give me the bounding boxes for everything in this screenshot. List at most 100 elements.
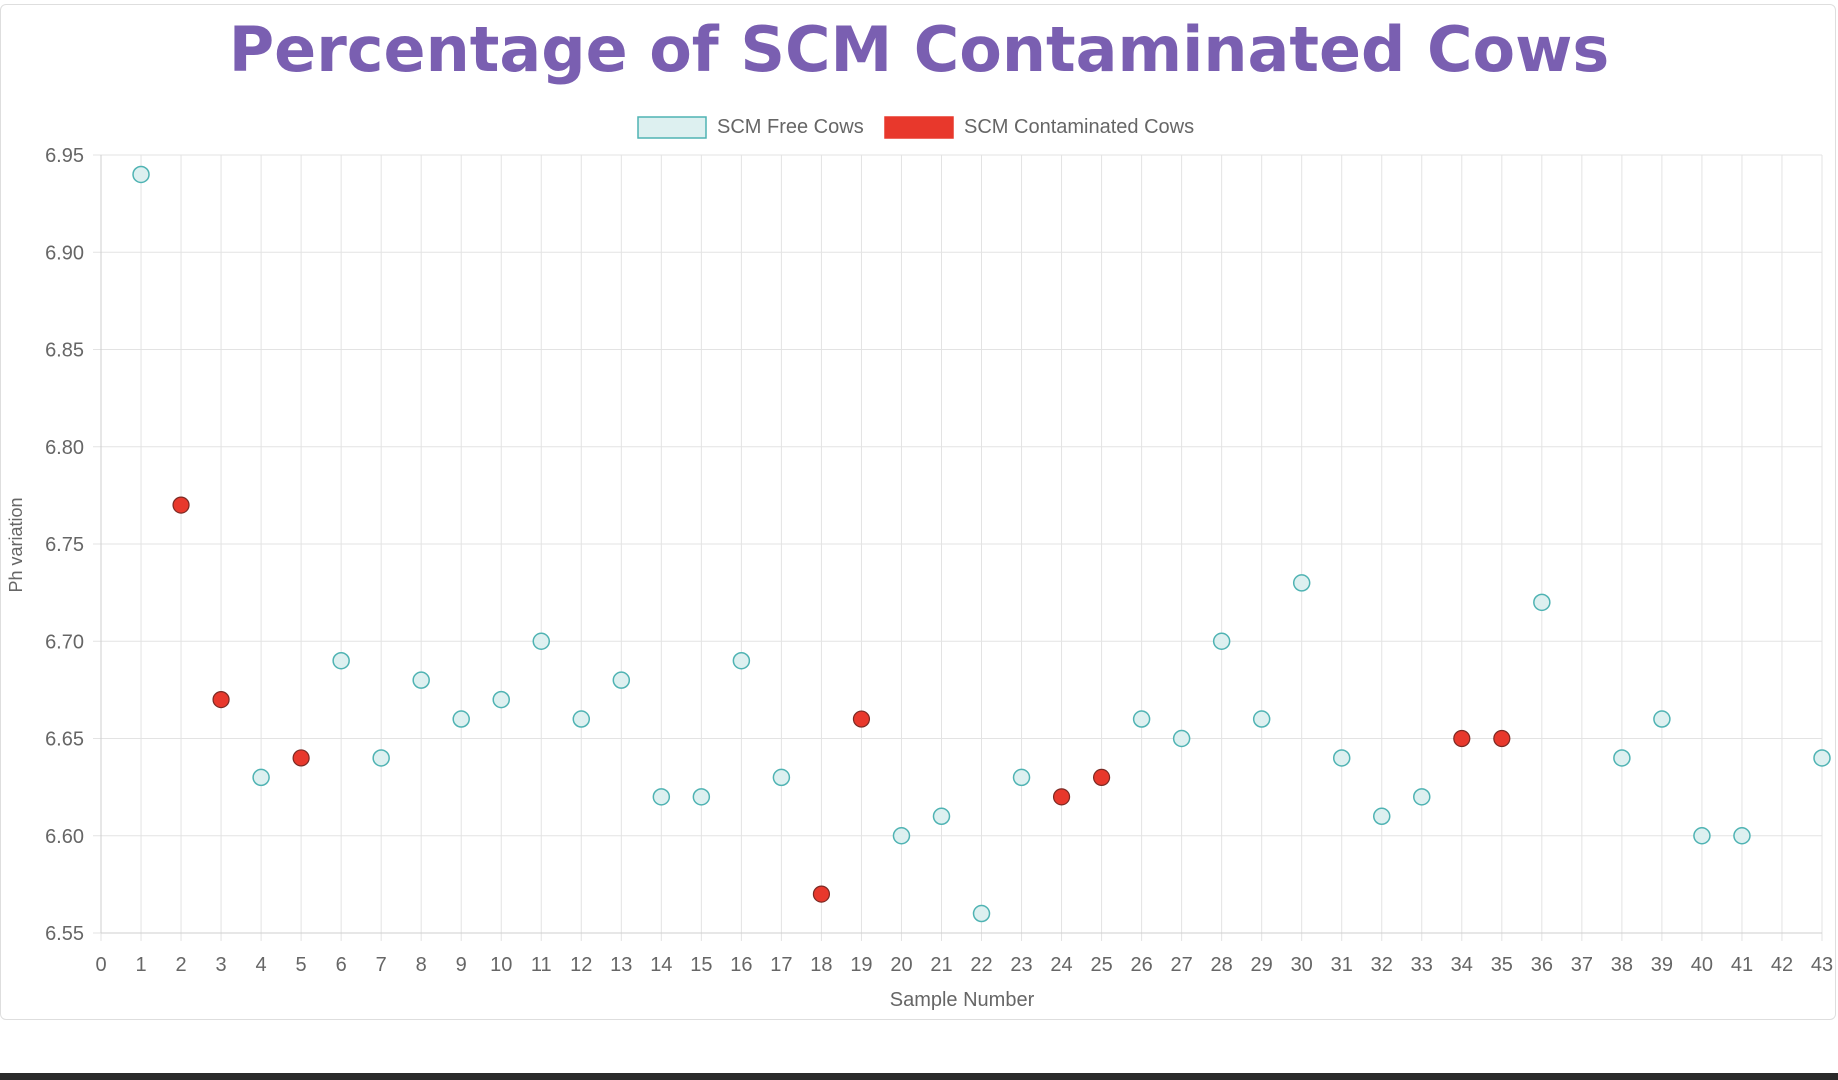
chart-card [0,4,1836,1020]
point-scm-free [1012,768,1031,787]
x-tick-label: 7 [376,954,387,976]
x-tick-label: 25 [1090,954,1112,976]
x-tick-label: 31 [1331,954,1353,976]
point-scm-free [1252,710,1271,728]
x-tick-label: 23 [1010,954,1032,976]
x-tick-label: 18 [810,954,832,976]
x-tick-label: 0 [95,954,106,976]
x-tick-label: 8 [416,954,427,976]
x-tick-label: 27 [1171,954,1193,976]
x-tick-label: 15 [690,954,712,976]
x-tick-label: 37 [1571,954,1593,976]
x-tick-label: 42 [1771,954,1793,976]
x-tick-label: 1 [135,954,146,976]
x-tick-label: 6 [336,954,347,976]
point-scm-free [692,788,711,806]
point-scm-free [1813,749,1831,767]
x-tick-label: 11 [531,954,552,976]
data-points [132,165,1831,923]
point-scm-free [492,690,510,709]
point-scm-contaminated [212,690,230,709]
y-tick-label: 6.75 [45,534,84,556]
x-tick-label: 36 [1531,954,1553,976]
point-scm-contaminated [1453,729,1471,748]
x-tick-label: 34 [1451,954,1473,976]
point-scm-free [1212,632,1231,650]
bottom-edge-bar [0,1073,1838,1080]
point-scm-free [892,827,911,845]
point-scm-free [332,651,350,670]
x-tick-label: 4 [256,954,267,976]
x-tick-label: 28 [1211,954,1233,976]
point-scm-free [652,788,671,806]
y-tick-label: 6.60 [45,826,84,848]
point-scm-contaminated [172,496,190,514]
point-scm-free [732,651,751,670]
x-axis-title: Sample Number [890,989,1035,1011]
legend-swatch-scm-contaminated[interactable] [884,116,954,139]
point-scm-free [452,710,470,728]
x-tick-label: 32 [1371,954,1393,976]
point-scm-free [1413,788,1431,806]
y-axis-title: Ph variation [6,497,26,592]
legend-label-scm-free[interactable]: SCM Free Cows [717,116,864,138]
point-scm-free [412,671,430,689]
x-tick-label: 9 [456,954,467,976]
x-tick-label: 26 [1130,954,1152,976]
point-scm-free [572,710,591,728]
point-scm-contaminated [1493,729,1511,748]
x-tick-label: 19 [850,954,872,976]
point-scm-free [1332,749,1351,767]
point-scm-free [1533,593,1551,612]
y-tick-label: 6.55 [45,923,84,945]
grid-lines [93,154,1823,941]
point-scm-contaminated [1052,788,1071,806]
point-scm-free [1372,807,1391,826]
point-scm-free [372,749,390,767]
x-tick-label: 2 [175,954,186,976]
x-tick-label: 5 [296,954,307,976]
x-tick-label: 10 [490,954,512,976]
y-tick-label: 6.80 [45,437,84,459]
legend-label-scm-contaminated[interactable]: SCM Contaminated Cows [964,116,1194,138]
x-tick-label: 3 [216,954,227,976]
point-scm-free [1733,827,1751,845]
x-tick-label: 21 [930,954,952,976]
y-tick-label: 6.95 [45,145,84,167]
x-tick-label: 20 [890,954,912,976]
point-scm-contaminated [1092,768,1111,787]
point-scm-free [532,632,551,650]
x-tick-label: 22 [970,954,992,976]
point-scm-free [1132,710,1151,728]
point-scm-contaminated [852,710,871,728]
point-scm-free [772,768,791,787]
point-scm-free [1613,749,1631,767]
x-tick-label: 24 [1050,954,1072,976]
x-tick-label: 38 [1611,954,1633,976]
point-scm-free [612,671,631,689]
point-scm-free [932,807,951,826]
x-tick-label: 40 [1691,954,1713,976]
chart-title: Percentage of SCM Contaminated Cows [228,13,1610,86]
point-scm-free [1693,827,1711,845]
point-scm-free [1653,710,1671,728]
x-tick-label: 14 [650,954,672,976]
point-scm-free [1292,574,1311,592]
x-tick-label: 12 [570,954,592,976]
legend-swatch-scm-free[interactable] [637,116,707,139]
y-tick-label: 6.90 [45,242,84,264]
x-tick-label: 35 [1491,954,1513,976]
x-tick-label: 29 [1251,954,1273,976]
point-scm-free [972,904,991,923]
x-tick-label: 16 [730,954,752,976]
legend[interactable]: SCM Free Cows SCM Contaminated Cows [637,116,1194,139]
y-tick-label: 6.70 [45,631,84,653]
point-scm-free [252,768,270,787]
y-tick-label: 6.65 [45,729,84,751]
point-scm-contaminated [812,885,831,903]
x-tick-label: 33 [1411,954,1433,976]
axes: 0 1 2 3 4 5 6 7 8 9 10 11 12 13 14 15 16 17 18 19 20 21 22 23 24… [45,145,1833,976]
x-tick-label: 41 [1731,954,1753,976]
point-scm-contaminated [292,749,310,767]
